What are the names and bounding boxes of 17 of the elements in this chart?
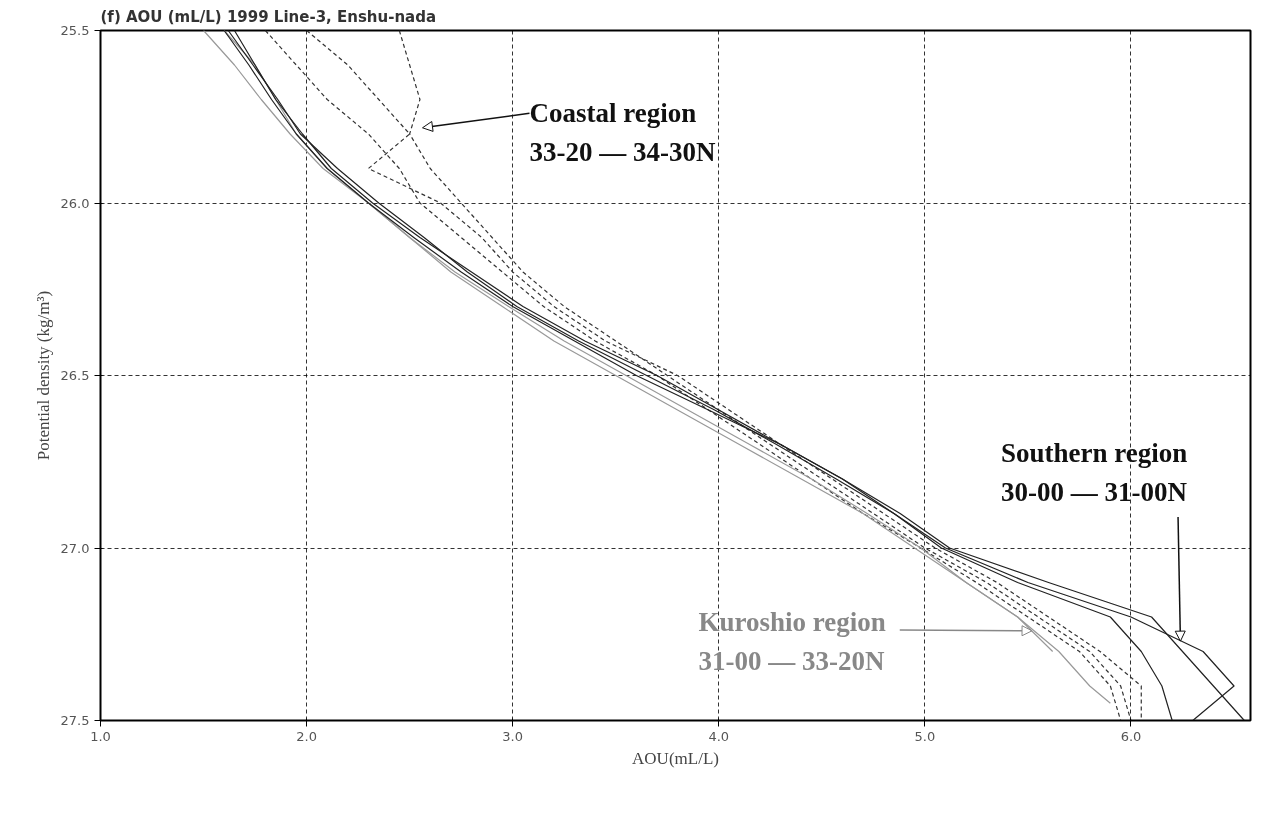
annotation: Kuroshio region 31-00 — 33-20N: [698, 606, 886, 676]
y-tick-label: 27.5: [60, 713, 90, 728]
x-tick-label: 2.0: [296, 728, 317, 744]
y-axis-title: Potential density (kg/m³): [33, 290, 53, 461]
annotation: Southern region 30-00 — 31-00N: [1000, 437, 1188, 507]
chart-title: (f) AOU (mL/L) 1999 Line-3, Enshu-nada: [100, 7, 437, 26]
x-tick-label: 5.0: [914, 728, 936, 744]
y-tick-label: 26.0: [60, 195, 90, 211]
x-tick-label: 4.0: [708, 728, 730, 744]
y-tick-label: 25.5: [60, 23, 90, 38]
y-tick-label: 27.0: [60, 540, 90, 556]
x-axis-title: AOU(mL/L): [632, 748, 719, 768]
x-tick-label: 1.0: [90, 728, 111, 744]
annotation: Coastal region 33-20 — 34-30N: [529, 98, 716, 168]
y-tick-label: 26.5: [60, 368, 90, 383]
x-tick-label: 6.0: [1120, 728, 1142, 744]
x-tick-label: 3.0: [502, 728, 524, 744]
